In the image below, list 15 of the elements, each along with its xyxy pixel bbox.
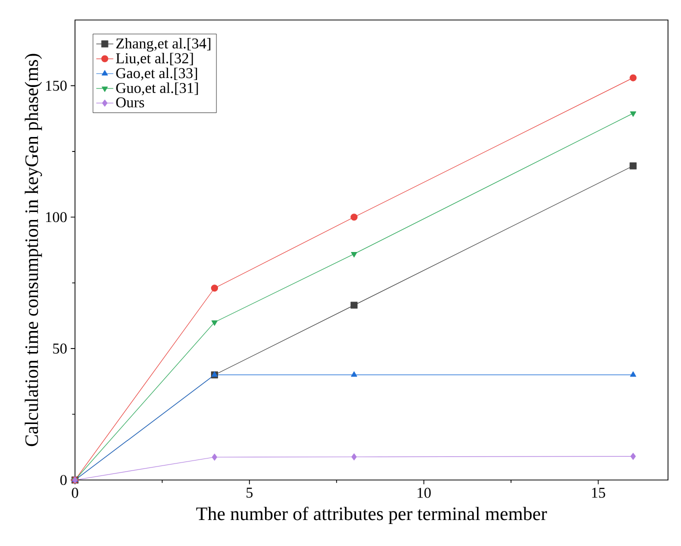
x-tick-label: 10 xyxy=(418,488,431,498)
y-tick-label: 50 xyxy=(53,344,67,354)
x-tick-label: 0 xyxy=(72,488,78,498)
x-tick-label: 15 xyxy=(592,488,606,498)
y-tick-label: 0 xyxy=(60,474,67,486)
y-tick-label: 100 xyxy=(46,212,67,222)
legend-label: Guo,et al.[31] xyxy=(116,82,198,96)
legend-label: Zhang,et al.[34] xyxy=(116,38,210,52)
legend-label: Liu,et al.[32] xyxy=(116,52,193,66)
x-axis-title: The number of attributes per terminal member xyxy=(196,506,547,524)
legend-label: Ours xyxy=(116,97,144,108)
legend-label: Gao,et al.[33] xyxy=(116,68,198,80)
y-tick-label: 150 xyxy=(46,80,67,91)
x-tick-label: 5 xyxy=(246,488,253,498)
y-axis-title: Calculation time consumption in keyGen phase(ms) xyxy=(24,54,42,446)
